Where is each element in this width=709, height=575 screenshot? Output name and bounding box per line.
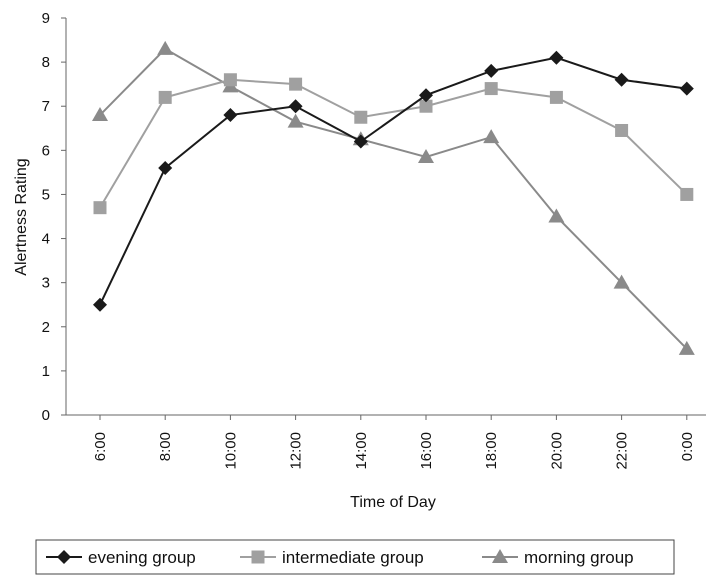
legend-label: intermediate group — [282, 548, 424, 567]
y-tick-label: 1 — [42, 363, 50, 380]
data-point — [353, 134, 368, 149]
x-tick-label: 22:00 — [614, 432, 631, 470]
data-point — [484, 63, 499, 78]
x-tick-label: 6:00 — [92, 432, 109, 461]
data-point — [549, 50, 564, 65]
x-tick-label: 20:00 — [548, 432, 565, 470]
data-point — [418, 148, 434, 163]
data-point — [549, 90, 563, 104]
y-tick-label: 7 — [42, 98, 50, 115]
y-tick-label: 6 — [42, 142, 50, 159]
data-point — [680, 187, 694, 201]
y-tick-label: 5 — [42, 186, 50, 203]
y-tick-label: 3 — [42, 275, 50, 292]
data-point — [223, 108, 238, 123]
x-ticks: 6:00 8:00 10:00 12:00 14:00 16:00 18:00 20:00 22… — [92, 415, 696, 470]
x-tick-label: 10:00 — [222, 432, 239, 470]
y-axis-label: Alertness Rating — [13, 158, 30, 275]
axes — [65, 18, 706, 416]
data-point — [419, 99, 433, 113]
series-line — [99, 56, 687, 306]
data-point — [614, 72, 629, 87]
data-point — [157, 40, 174, 55]
legend-box — [35, 539, 675, 575]
legend-marker — [492, 549, 508, 563]
data-point — [613, 274, 630, 289]
data-point — [93, 297, 107, 312]
x-axis-label: Time of Day — [350, 494, 436, 511]
legend-marker — [251, 550, 265, 564]
data-point — [287, 113, 304, 128]
series-evening-group — [93, 50, 694, 312]
data-point — [484, 82, 498, 96]
legend-label: morning group — [524, 548, 634, 567]
legend-label: evening group — [88, 548, 196, 567]
series-line — [99, 47, 688, 350]
y-tick-label: 9 — [42, 10, 50, 27]
data-point — [679, 81, 694, 96]
data-point — [548, 208, 565, 223]
plot-area — [92, 40, 695, 355]
y-tick-label: 0 — [42, 407, 50, 424]
data-point — [288, 99, 303, 114]
data-point — [615, 123, 629, 137]
y-tick-label: 4 — [42, 231, 50, 248]
y-ticks: 0 1 2 3 4 5 6 7 8 9 — [42, 10, 66, 424]
x-tick-label: 14:00 — [353, 432, 370, 470]
y-tick-label: 8 — [42, 54, 50, 71]
data-point — [678, 340, 695, 355]
x-tick-label: 16:00 — [418, 432, 435, 470]
data-point — [354, 110, 368, 124]
x-tick-label: 0:00 — [679, 432, 696, 461]
data-point — [419, 88, 433, 103]
data-point — [93, 201, 107, 215]
data-point — [92, 107, 108, 122]
x-tick-label: 8:00 — [157, 432, 174, 461]
data-point — [483, 129, 500, 144]
x-tick-label: 12:00 — [288, 432, 305, 470]
x-tick-label: 18:00 — [483, 432, 500, 470]
data-point — [289, 77, 303, 91]
y-tick-label: 2 — [42, 319, 50, 336]
data-point — [223, 73, 237, 87]
data-point — [158, 160, 173, 175]
series-line — [99, 78, 688, 209]
legend: evening group intermediate group morning g… — [35, 539, 675, 575]
data-point — [158, 90, 172, 104]
series-morning-group — [92, 40, 695, 355]
series-intermediate-group — [93, 73, 694, 215]
legend-marker — [57, 550, 71, 564]
